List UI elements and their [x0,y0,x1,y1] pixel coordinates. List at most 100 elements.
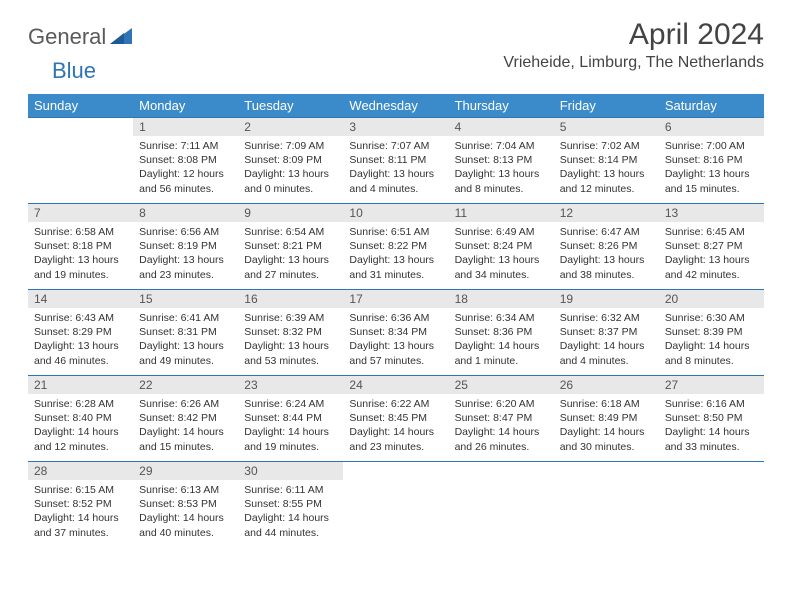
logo-text-blue: Blue [52,58,96,83]
day-detail: Sunrise: 6:22 AMSunset: 8:45 PMDaylight:… [343,394,448,458]
day-number: 23 [238,376,343,394]
title-block: April 2024 Vrieheide, Limburg, The Nethe… [503,18,764,72]
calendar-day-cell: 3Sunrise: 7:07 AMSunset: 8:11 PMDaylight… [343,118,448,204]
calendar-day-cell [554,462,659,548]
day-detail: Sunrise: 6:15 AMSunset: 8:52 PMDaylight:… [28,480,133,544]
calendar-week-row: 1Sunrise: 7:11 AMSunset: 8:08 PMDaylight… [28,118,764,204]
day-number: 4 [449,118,554,136]
calendar-day-cell: 13Sunrise: 6:45 AMSunset: 8:27 PMDayligh… [659,204,764,290]
day-number: 25 [449,376,554,394]
day-number: 9 [238,204,343,222]
calendar-week-row: 28Sunrise: 6:15 AMSunset: 8:52 PMDayligh… [28,462,764,548]
day-detail: Sunrise: 6:32 AMSunset: 8:37 PMDaylight:… [554,308,659,372]
day-detail: Sunrise: 7:09 AMSunset: 8:09 PMDaylight:… [238,136,343,200]
calendar-day-cell: 2Sunrise: 7:09 AMSunset: 8:09 PMDaylight… [238,118,343,204]
day-detail: Sunrise: 6:13 AMSunset: 8:53 PMDaylight:… [133,480,238,544]
calendar-day-cell [659,462,764,548]
calendar-table: SundayMondayTuesdayWednesdayThursdayFrid… [28,94,764,548]
day-detail: Sunrise: 6:24 AMSunset: 8:44 PMDaylight:… [238,394,343,458]
weekday-header: Tuesday [238,94,343,118]
weekday-header: Monday [133,94,238,118]
calendar-day-cell: 14Sunrise: 6:43 AMSunset: 8:29 PMDayligh… [28,290,133,376]
day-detail: Sunrise: 6:56 AMSunset: 8:19 PMDaylight:… [133,222,238,286]
day-number: 8 [133,204,238,222]
day-detail: Sunrise: 6:51 AMSunset: 8:22 PMDaylight:… [343,222,448,286]
calendar-day-cell: 9Sunrise: 6:54 AMSunset: 8:21 PMDaylight… [238,204,343,290]
day-detail: Sunrise: 6:39 AMSunset: 8:32 PMDaylight:… [238,308,343,372]
day-detail: Sunrise: 6:11 AMSunset: 8:55 PMDaylight:… [238,480,343,544]
calendar-day-cell [343,462,448,548]
day-number: 13 [659,204,764,222]
day-detail: Sunrise: 6:30 AMSunset: 8:39 PMDaylight:… [659,308,764,372]
day-number: 11 [449,204,554,222]
calendar-week-row: 14Sunrise: 6:43 AMSunset: 8:29 PMDayligh… [28,290,764,376]
day-number: 6 [659,118,764,136]
day-detail: Sunrise: 6:45 AMSunset: 8:27 PMDaylight:… [659,222,764,286]
calendar-day-cell: 26Sunrise: 6:18 AMSunset: 8:49 PMDayligh… [554,376,659,462]
day-number: 28 [28,462,133,480]
day-detail: Sunrise: 7:07 AMSunset: 8:11 PMDaylight:… [343,136,448,200]
calendar-day-cell: 4Sunrise: 7:04 AMSunset: 8:13 PMDaylight… [449,118,554,204]
calendar-header-row: SundayMondayTuesdayWednesdayThursdayFrid… [28,94,764,118]
day-number: 18 [449,290,554,308]
day-number: 22 [133,376,238,394]
calendar-day-cell: 5Sunrise: 7:02 AMSunset: 8:14 PMDaylight… [554,118,659,204]
day-number: 29 [133,462,238,480]
day-detail: Sunrise: 6:47 AMSunset: 8:26 PMDaylight:… [554,222,659,286]
day-number: 20 [659,290,764,308]
calendar-day-cell: 15Sunrise: 6:41 AMSunset: 8:31 PMDayligh… [133,290,238,376]
calendar-day-cell: 27Sunrise: 6:16 AMSunset: 8:50 PMDayligh… [659,376,764,462]
weekday-header: Sunday [28,94,133,118]
calendar-day-cell: 17Sunrise: 6:36 AMSunset: 8:34 PMDayligh… [343,290,448,376]
logo: General [28,24,134,50]
day-number: 30 [238,462,343,480]
calendar-day-cell: 11Sunrise: 6:49 AMSunset: 8:24 PMDayligh… [449,204,554,290]
location-text: Vrieheide, Limburg, The Netherlands [503,54,764,72]
calendar-day-cell: 7Sunrise: 6:58 AMSunset: 8:18 PMDaylight… [28,204,133,290]
day-number: 5 [554,118,659,136]
day-number: 27 [659,376,764,394]
day-detail: Sunrise: 6:41 AMSunset: 8:31 PMDaylight:… [133,308,238,372]
calendar-day-cell: 20Sunrise: 6:30 AMSunset: 8:39 PMDayligh… [659,290,764,376]
day-number: 16 [238,290,343,308]
day-detail: Sunrise: 6:28 AMSunset: 8:40 PMDaylight:… [28,394,133,458]
calendar-day-cell: 16Sunrise: 6:39 AMSunset: 8:32 PMDayligh… [238,290,343,376]
day-detail: Sunrise: 6:26 AMSunset: 8:42 PMDaylight:… [133,394,238,458]
calendar-day-cell: 10Sunrise: 6:51 AMSunset: 8:22 PMDayligh… [343,204,448,290]
calendar-day-cell: 6Sunrise: 7:00 AMSunset: 8:16 PMDaylight… [659,118,764,204]
day-number: 12 [554,204,659,222]
day-number: 24 [343,376,448,394]
day-number: 17 [343,290,448,308]
calendar-week-row: 21Sunrise: 6:28 AMSunset: 8:40 PMDayligh… [28,376,764,462]
logo-text-general: General [28,24,106,50]
day-number: 15 [133,290,238,308]
day-detail: Sunrise: 6:54 AMSunset: 8:21 PMDaylight:… [238,222,343,286]
calendar-day-cell: 25Sunrise: 6:20 AMSunset: 8:47 PMDayligh… [449,376,554,462]
calendar-day-cell: 8Sunrise: 6:56 AMSunset: 8:19 PMDaylight… [133,204,238,290]
day-number: 2 [238,118,343,136]
calendar-week-row: 7Sunrise: 6:58 AMSunset: 8:18 PMDaylight… [28,204,764,290]
calendar-day-cell: 28Sunrise: 6:15 AMSunset: 8:52 PMDayligh… [28,462,133,548]
day-number: 19 [554,290,659,308]
day-number: 1 [133,118,238,136]
weekday-header: Wednesday [343,94,448,118]
day-detail: Sunrise: 7:04 AMSunset: 8:13 PMDaylight:… [449,136,554,200]
calendar-day-cell: 21Sunrise: 6:28 AMSunset: 8:40 PMDayligh… [28,376,133,462]
day-detail: Sunrise: 6:36 AMSunset: 8:34 PMDaylight:… [343,308,448,372]
calendar-day-cell: 12Sunrise: 6:47 AMSunset: 8:26 PMDayligh… [554,204,659,290]
day-detail: Sunrise: 6:58 AMSunset: 8:18 PMDaylight:… [28,222,133,286]
day-detail: Sunrise: 6:18 AMSunset: 8:49 PMDaylight:… [554,394,659,458]
calendar-body: 1Sunrise: 7:11 AMSunset: 8:08 PMDaylight… [28,118,764,548]
day-detail: Sunrise: 7:02 AMSunset: 8:14 PMDaylight:… [554,136,659,200]
calendar-day-cell: 22Sunrise: 6:26 AMSunset: 8:42 PMDayligh… [133,376,238,462]
day-number: 3 [343,118,448,136]
weekday-header: Saturday [659,94,764,118]
day-number: 7 [28,204,133,222]
day-number: 26 [554,376,659,394]
month-title: April 2024 [503,18,764,52]
calendar-day-cell [28,118,133,204]
day-detail: Sunrise: 7:11 AMSunset: 8:08 PMDaylight:… [133,136,238,200]
calendar-day-cell: 1Sunrise: 7:11 AMSunset: 8:08 PMDaylight… [133,118,238,204]
day-detail: Sunrise: 6:43 AMSunset: 8:29 PMDaylight:… [28,308,133,372]
day-detail: Sunrise: 7:00 AMSunset: 8:16 PMDaylight:… [659,136,764,200]
